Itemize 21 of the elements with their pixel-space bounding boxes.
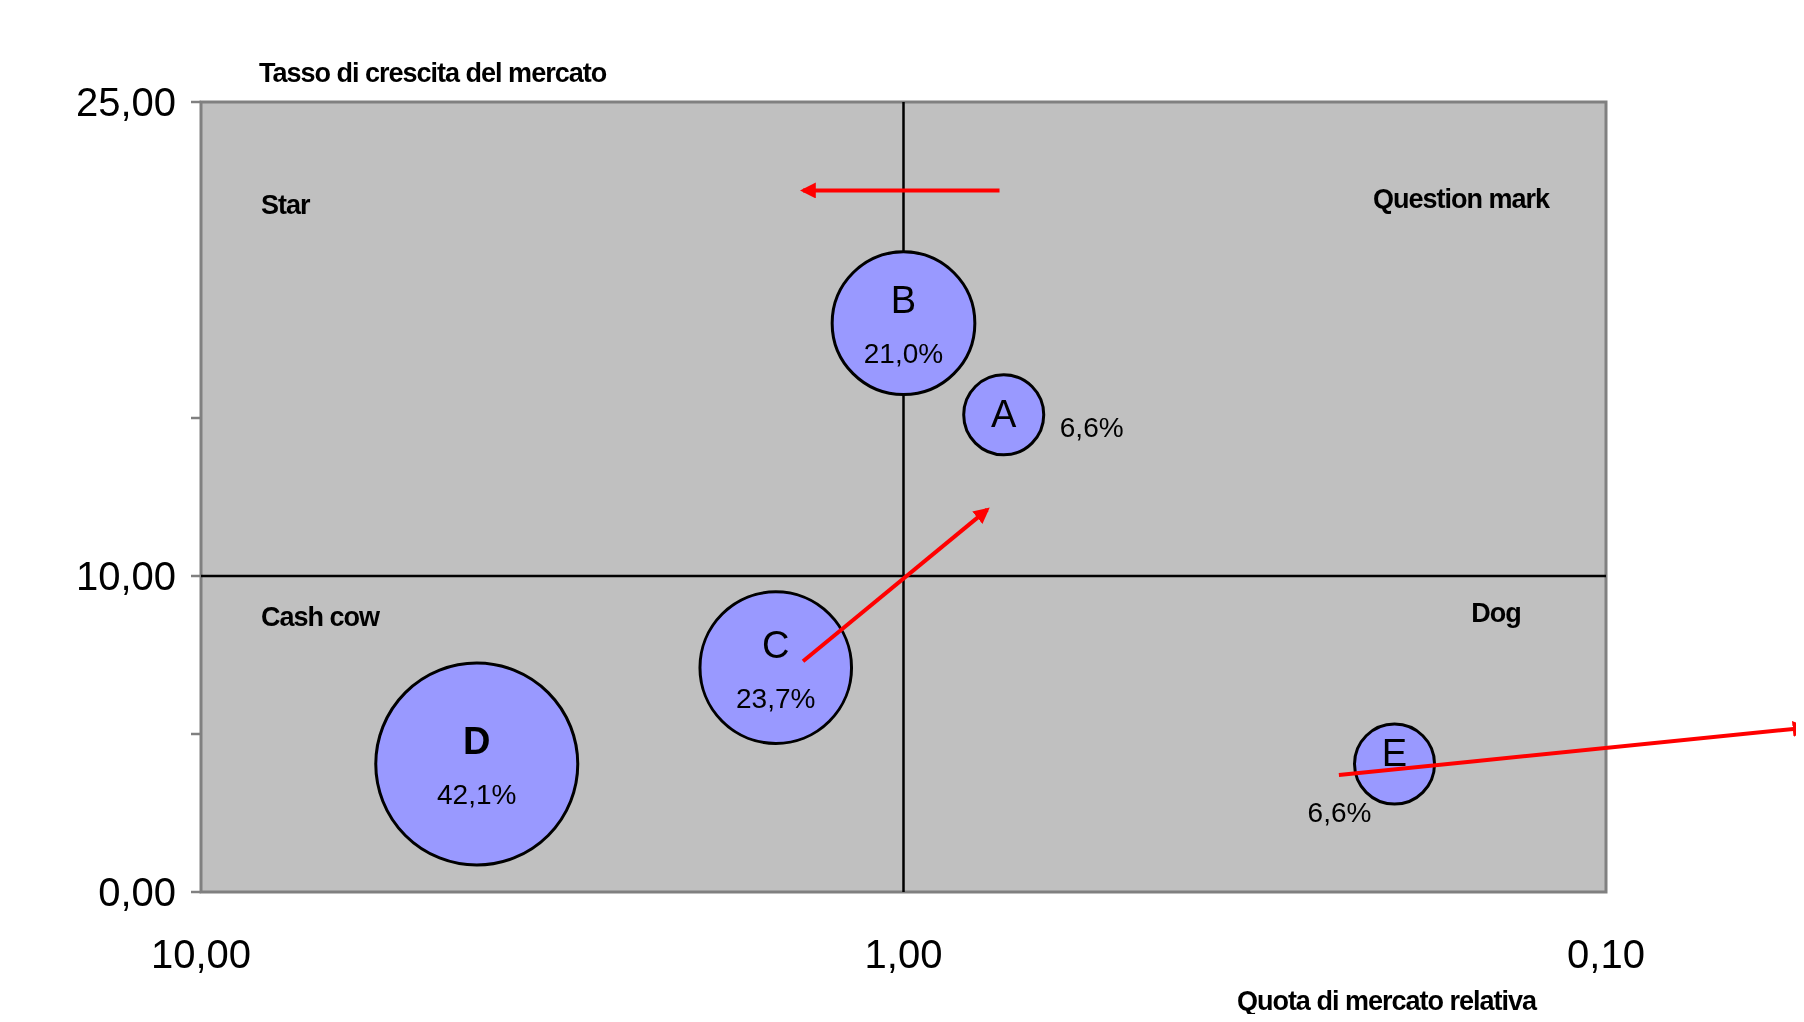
annotation: 23,7% <box>736 682 816 714</box>
series-label: D <box>463 720 491 763</box>
series-label: B <box>890 279 917 322</box>
y-tick-label: 25,00 <box>75 80 176 124</box>
annotation: 6,6% <box>1059 411 1124 443</box>
annotation: Cash cow <box>261 602 382 632</box>
annotation: Question mark <box>1372 184 1552 214</box>
series-label: C <box>762 623 790 666</box>
series-label: E <box>1381 732 1408 775</box>
y-tick-label: 10,00 <box>75 554 176 598</box>
series-label: A <box>991 392 1018 435</box>
y-axis-title: Tasso di crescita del mercato <box>259 58 607 88</box>
annotation: Star <box>261 190 312 220</box>
annotation: 42,1% <box>437 779 517 811</box>
y-tick-label: 0,00 <box>98 870 176 914</box>
annotation: Dog <box>1471 598 1521 628</box>
x-tick-label: 0,10 <box>1567 932 1645 976</box>
annotation: 21,0% <box>863 338 944 370</box>
x-tick-label: 1,00 <box>864 932 943 976</box>
annotation: 6,6% <box>1307 797 1372 829</box>
x-tick-label: 10,00 <box>150 932 252 976</box>
